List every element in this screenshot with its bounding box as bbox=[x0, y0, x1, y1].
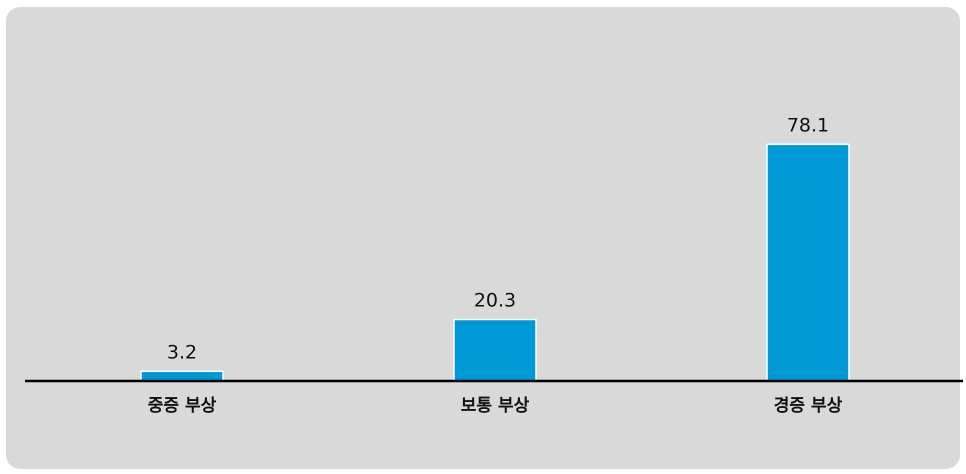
category-label-3: 경증 부상 bbox=[774, 396, 843, 416]
bars-group bbox=[140, 143, 850, 382]
value-label-1: 3.2 bbox=[167, 341, 197, 363]
value-label-3: 78.1 bbox=[787, 114, 829, 136]
category-labels-group: 중증 부상 보통 부상 경증 부상 bbox=[148, 396, 843, 416]
value-label-2: 20.3 bbox=[474, 289, 516, 311]
category-label-2: 보통 부상 bbox=[461, 396, 530, 416]
value-labels-group: 3.2 20.3 78.1 bbox=[167, 114, 829, 363]
category-label-1: 중증 부상 bbox=[148, 396, 217, 416]
bar-3 bbox=[766, 143, 850, 382]
bar-1 bbox=[140, 370, 224, 382]
bar-2 bbox=[453, 318, 537, 382]
